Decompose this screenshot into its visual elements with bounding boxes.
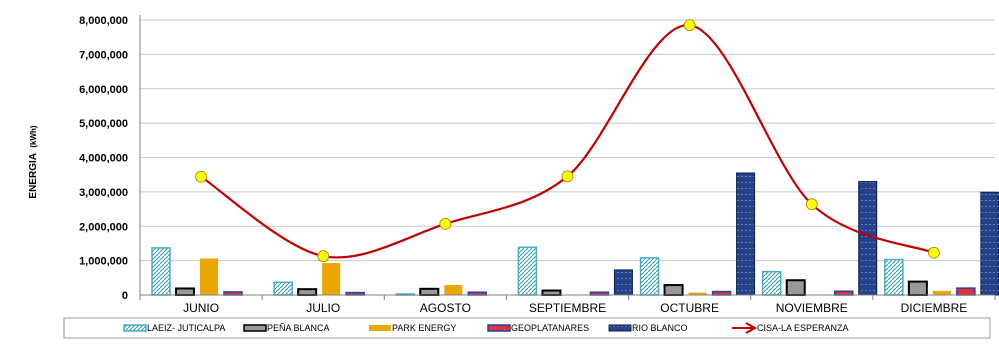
x-tick-label: AGOSTO xyxy=(420,301,471,315)
line-point xyxy=(195,170,207,183)
bar-pe-a-blanca xyxy=(541,289,562,296)
bar-laeiz-juticalpa xyxy=(151,247,171,296)
bar-geoplatanares xyxy=(711,290,732,296)
x-tick-label: OCTUBRE xyxy=(660,301,719,315)
gridlines xyxy=(140,19,995,262)
y-tick-label: 8,000,000 xyxy=(79,15,128,27)
y-axis-label: ENERGIA (kWh) xyxy=(28,125,39,199)
legend: LAEIZ- JUTICALPA PEÑA BLANCA PARK ENERGY GE… xyxy=(63,317,991,339)
bar-laeiz-juticalpa xyxy=(884,258,904,296)
y-tick-label: 0 xyxy=(122,290,128,302)
bars xyxy=(151,172,999,296)
bar-pe-a-blanca xyxy=(663,284,684,296)
legend-swatch xyxy=(243,324,267,332)
y-tick-label: 2,000,000 xyxy=(79,221,128,233)
axes: 0 1,000,000 2,000,000 3,000,000 4,000,000 5,0… xyxy=(79,15,996,315)
y-axis-label-unit: (kWh) xyxy=(29,125,38,148)
legend-entry: CISA-LA ESPERANZA xyxy=(757,323,849,333)
legend-entry: PEÑA BLANCA xyxy=(267,323,330,333)
legend-entry: PARK ENERGY xyxy=(392,323,456,333)
legend-entry: RIO BLANCO xyxy=(632,323,688,333)
x-tick-label: JUNIO xyxy=(183,301,219,315)
bar-laeiz-juticalpa xyxy=(273,281,293,296)
y-tick-label: 6,000,000 xyxy=(79,84,128,96)
y-tick-label: 7,000,000 xyxy=(79,49,128,61)
line-point xyxy=(928,246,940,259)
x-tick-label: NOVIEMBRE xyxy=(776,301,848,315)
bar-laeiz-juticalpa xyxy=(517,246,538,296)
x-tick-label: DICIEMBRE xyxy=(901,301,968,315)
line-point xyxy=(317,250,330,263)
y-axis-label-main: ENERGIA xyxy=(28,153,39,198)
legend-swatch xyxy=(608,324,632,332)
bar-geoplatanares xyxy=(956,287,976,296)
bar-pe-a-blanca xyxy=(419,287,440,296)
bar-park-energy xyxy=(444,285,463,295)
bar-rio-blanco xyxy=(613,269,633,296)
bar-park-energy xyxy=(200,258,218,295)
legend-swatch xyxy=(369,325,391,331)
bar-rio-blanco xyxy=(736,172,756,296)
line-cisa-la-esperanza xyxy=(200,24,935,259)
legend-frame xyxy=(63,317,991,339)
y-tick-label: 1,000,000 xyxy=(79,256,128,268)
line-point xyxy=(561,170,574,183)
legend-entry: LAEIZ- JUTICALPA xyxy=(147,323,225,333)
x-tick-label: SEPTIEMBRE xyxy=(529,301,606,315)
bar-park-energy xyxy=(932,290,951,295)
bar-park-energy xyxy=(322,263,341,295)
legend-swatch xyxy=(487,324,511,332)
bar-pe-a-blanca xyxy=(175,287,195,296)
bar-rio-blanco xyxy=(980,191,999,296)
line-point xyxy=(805,198,818,211)
y-tick-label: 5,000,000 xyxy=(79,118,128,130)
legend-entry: GEOPLATANARES xyxy=(511,323,589,333)
bar-laeiz-juticalpa xyxy=(639,257,660,296)
bar-geoplatanares xyxy=(833,290,854,296)
line-series xyxy=(195,19,940,263)
x-tick-label: JULIO xyxy=(306,301,340,315)
line-point xyxy=(683,19,696,32)
bar-pe-a-blanca xyxy=(907,280,928,296)
bar-park-energy xyxy=(688,292,707,295)
line-point xyxy=(439,217,452,230)
y-tick-label: 3,000,000 xyxy=(79,187,128,199)
bar-pe-a-blanca xyxy=(297,288,318,296)
bar-pe-a-blanca xyxy=(785,279,806,296)
y-tick-label: 4,000,000 xyxy=(79,153,128,165)
bar-laeiz-juticalpa xyxy=(761,270,782,296)
legend-swatch xyxy=(123,324,147,332)
legend-arrow-icon xyxy=(745,322,758,334)
